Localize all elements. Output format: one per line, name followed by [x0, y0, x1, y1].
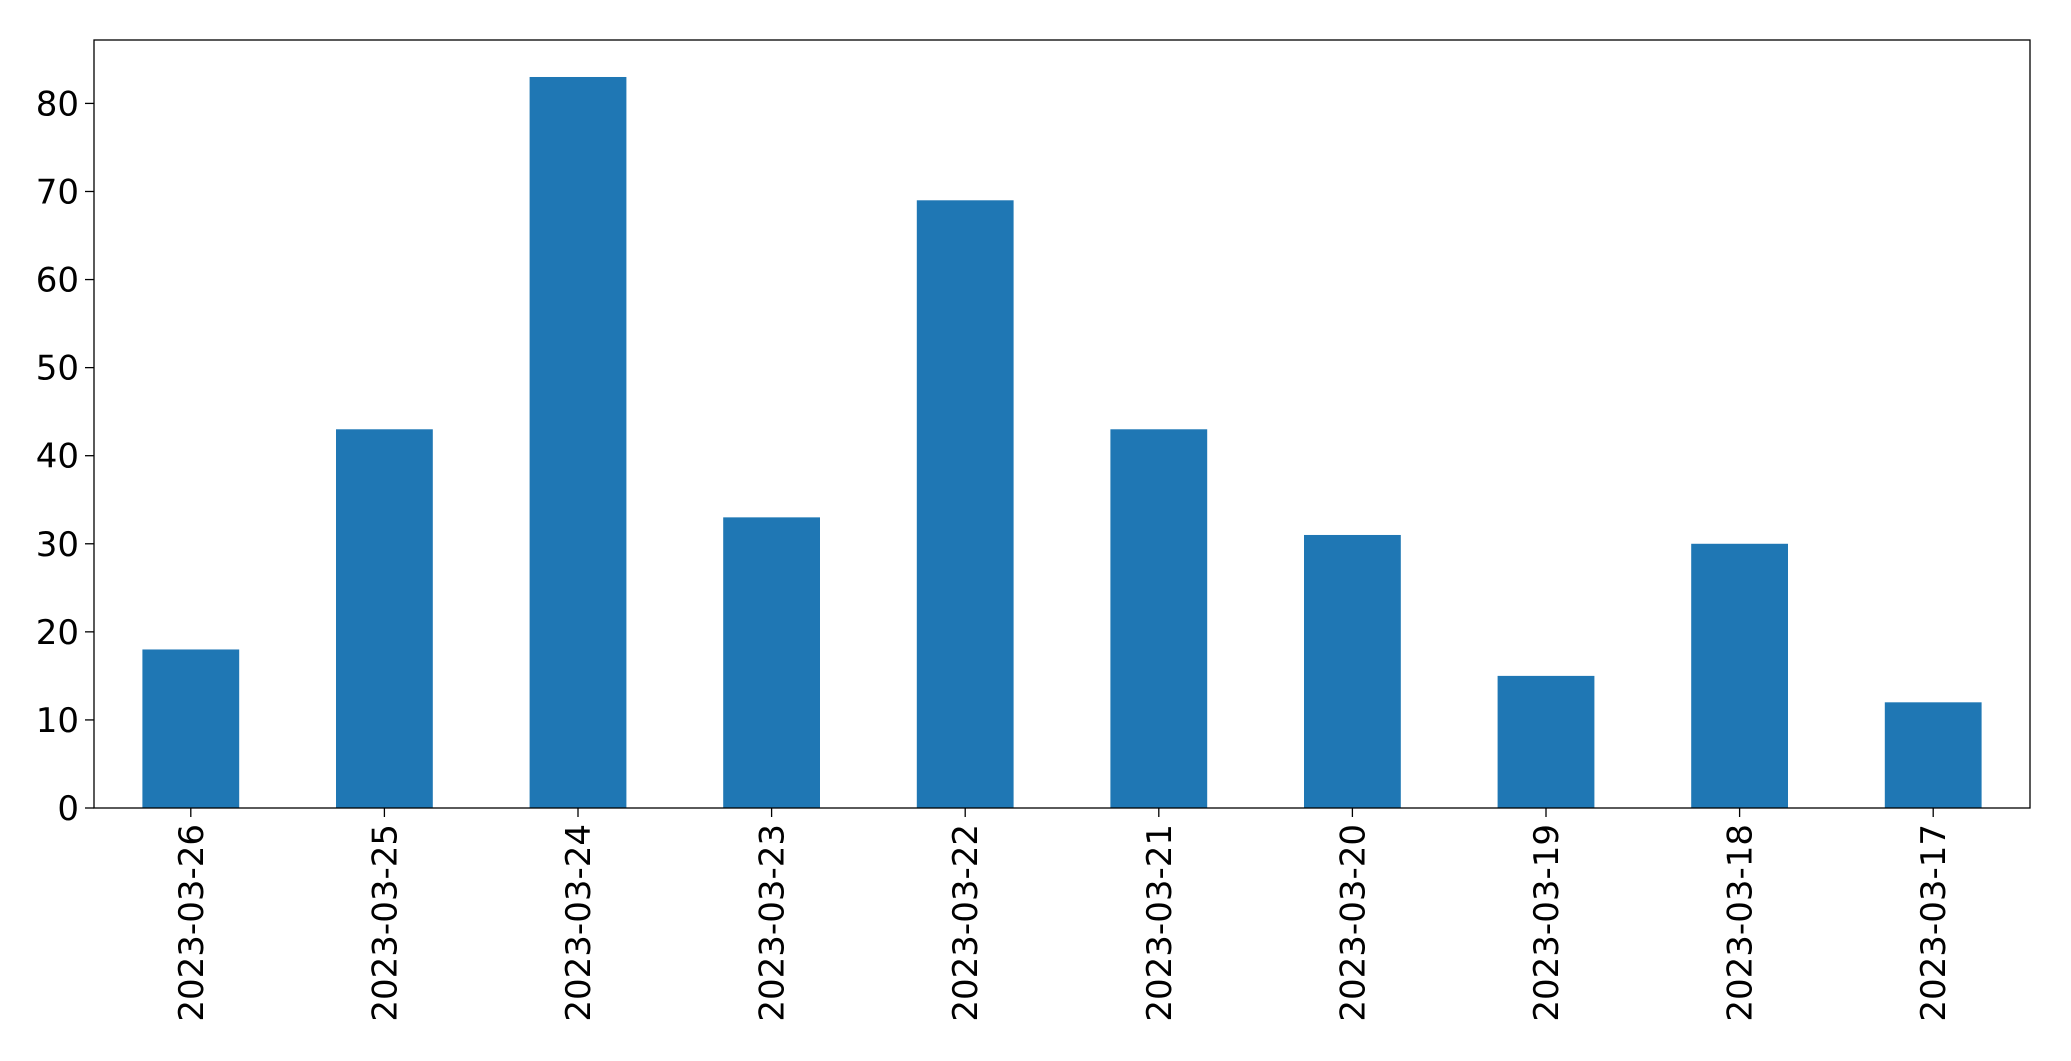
plot-area	[142, 76, 1982, 808]
bar	[529, 76, 627, 808]
y-tick-label: 50	[36, 349, 79, 389]
x-tick-label: 2023-03-21	[1140, 824, 1180, 1022]
x-tick-label: 2023-03-25	[365, 824, 405, 1022]
y-tick-label: 30	[36, 525, 79, 565]
y-tick-label: 10	[36, 701, 79, 741]
bar	[1304, 534, 1401, 808]
bar	[336, 429, 433, 808]
x-tick-label: 2023-03-17	[1914, 824, 1954, 1022]
bar	[142, 649, 240, 808]
bar	[1110, 429, 1208, 808]
bar	[1691, 543, 1788, 808]
bar	[1884, 702, 1982, 808]
x-tick-label: 2023-03-20	[1333, 824, 1373, 1022]
x-tick-label: 2023-03-22	[946, 824, 986, 1022]
y-tick-label: 60	[36, 261, 79, 301]
bar	[723, 517, 820, 808]
bar	[916, 200, 1014, 808]
y-tick-label: 20	[36, 613, 79, 653]
x-tick-label: 2023-03-18	[1721, 824, 1761, 1022]
y-tick-label: 0	[57, 789, 79, 829]
bar	[1497, 675, 1595, 808]
x-tick-label: 2023-03-26	[172, 824, 212, 1022]
y-tick-label: 80	[36, 84, 79, 124]
x-tick-label: 2023-03-23	[753, 824, 793, 1022]
y-tick-label: 70	[36, 172, 79, 212]
x-tick-label: 2023-03-19	[1527, 824, 1567, 1022]
y-tick-label: 40	[36, 437, 79, 477]
axes-frame	[93, 39, 2031, 809]
x-tick-label: 2023-03-24	[559, 824, 599, 1022]
